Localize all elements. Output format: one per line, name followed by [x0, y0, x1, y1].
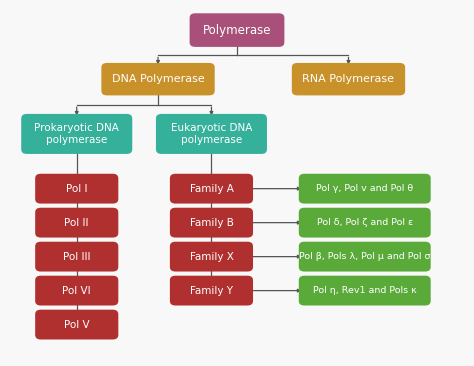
- Text: Family X: Family X: [190, 251, 233, 262]
- FancyBboxPatch shape: [35, 242, 118, 272]
- FancyBboxPatch shape: [35, 174, 118, 203]
- FancyBboxPatch shape: [170, 242, 253, 272]
- FancyBboxPatch shape: [299, 276, 431, 306]
- Text: Polymerase: Polymerase: [203, 23, 271, 37]
- Text: Pol γ, Pol v and Pol θ: Pol γ, Pol v and Pol θ: [316, 184, 413, 193]
- FancyBboxPatch shape: [170, 208, 253, 238]
- FancyBboxPatch shape: [299, 242, 431, 272]
- FancyBboxPatch shape: [292, 63, 405, 96]
- Text: Prokaryotic DNA
polymerase: Prokaryotic DNA polymerase: [34, 123, 119, 145]
- Text: Pol V: Pol V: [64, 320, 90, 330]
- Text: Pol β, Pols λ, Pol μ and Pol σ: Pol β, Pols λ, Pol μ and Pol σ: [299, 252, 430, 261]
- Text: Pol η, Rev1 and Pols κ: Pol η, Rev1 and Pols κ: [313, 286, 417, 295]
- Text: Pol VI: Pol VI: [63, 285, 91, 296]
- FancyBboxPatch shape: [35, 276, 118, 306]
- Text: Pol I: Pol I: [66, 184, 88, 194]
- Text: DNA Polymerase: DNA Polymerase: [112, 74, 204, 84]
- Text: Pol III: Pol III: [63, 251, 91, 262]
- FancyBboxPatch shape: [156, 114, 267, 154]
- Text: Family A: Family A: [190, 184, 233, 194]
- FancyBboxPatch shape: [299, 208, 431, 238]
- FancyBboxPatch shape: [35, 310, 118, 340]
- FancyBboxPatch shape: [170, 276, 253, 306]
- FancyBboxPatch shape: [35, 208, 118, 238]
- FancyBboxPatch shape: [190, 13, 284, 47]
- FancyBboxPatch shape: [101, 63, 215, 96]
- Text: Pol δ, Pol ζ and Pol ε: Pol δ, Pol ζ and Pol ε: [317, 218, 413, 227]
- FancyBboxPatch shape: [299, 174, 431, 203]
- Text: Pol II: Pol II: [64, 218, 89, 228]
- Text: Family B: Family B: [190, 218, 233, 228]
- Text: Eukaryotic DNA
polymerase: Eukaryotic DNA polymerase: [171, 123, 252, 145]
- Text: RNA Polymerase: RNA Polymerase: [302, 74, 394, 84]
- Text: Family Y: Family Y: [190, 285, 233, 296]
- FancyBboxPatch shape: [21, 114, 132, 154]
- FancyBboxPatch shape: [170, 174, 253, 203]
